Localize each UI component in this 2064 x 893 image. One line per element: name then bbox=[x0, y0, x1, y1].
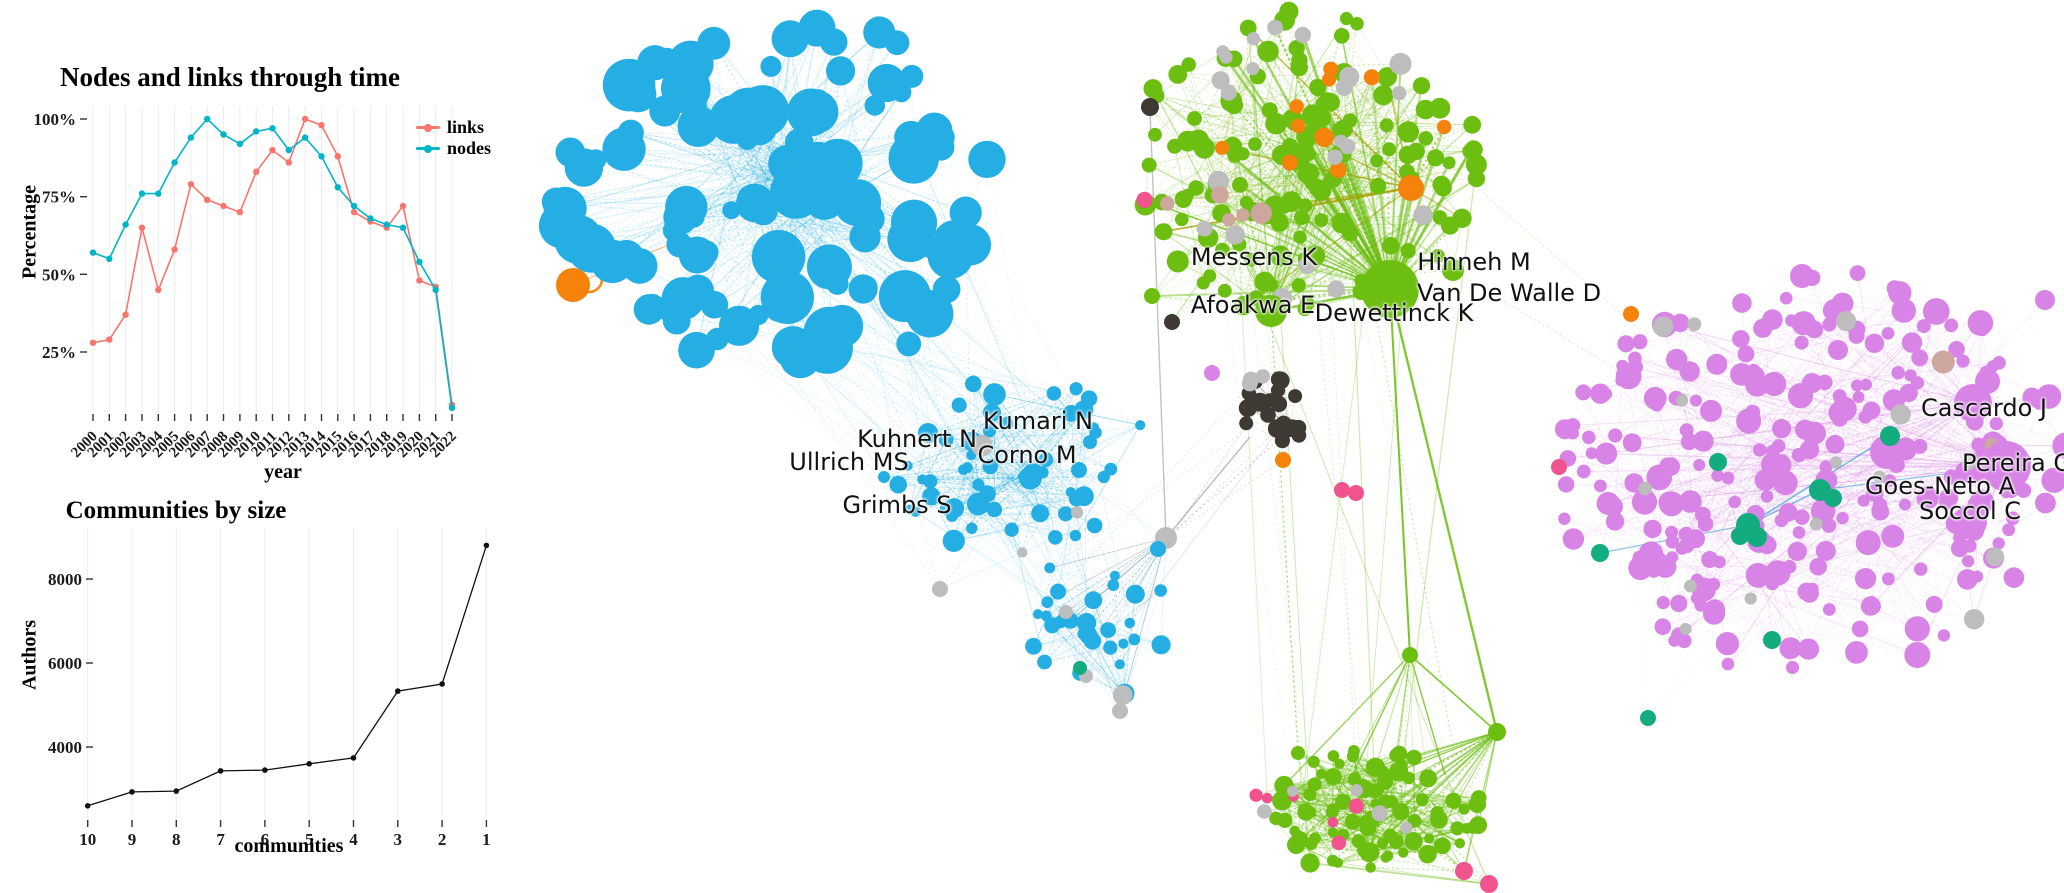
node-kuhnert-n bbox=[918, 423, 938, 443]
svg-text:2: 2 bbox=[438, 830, 447, 849]
svg-text:5: 5 bbox=[305, 830, 314, 849]
svg-text:10: 10 bbox=[79, 830, 96, 849]
cluster-singles bbox=[1204, 365, 1567, 501]
svg-text:4: 4 bbox=[349, 830, 358, 849]
svg-text:4000: 4000 bbox=[48, 738, 82, 757]
svg-text:6000: 6000 bbox=[48, 654, 82, 673]
svg-text:8000: 8000 bbox=[48, 570, 82, 589]
node-pereira-g bbox=[1981, 441, 2031, 491]
cluster-blue-tail-lower bbox=[1025, 527, 1177, 719]
svg-text:75%: 75% bbox=[42, 188, 76, 207]
communities-chart-x-axis-label: communities bbox=[234, 835, 344, 857]
svg-text:7: 7 bbox=[216, 830, 225, 849]
svg-text:6: 6 bbox=[261, 830, 270, 849]
node-dewettinck-k bbox=[1361, 260, 1419, 318]
time-chart-y-axis-label: Percentage bbox=[18, 184, 41, 280]
svg-text:8: 8 bbox=[172, 830, 181, 849]
node-kumari-n bbox=[1083, 435, 1097, 449]
orange-self-loop-node bbox=[556, 268, 590, 302]
nodes-series-swatch bbox=[416, 144, 440, 153]
svg-text:100%: 100% bbox=[34, 110, 77, 129]
cluster-purple-main bbox=[1554, 264, 2064, 726]
communities-chart-title: Communities by size bbox=[65, 497, 287, 524]
bridge-node bbox=[1402, 647, 1418, 663]
time-chart-legend: links nodes bbox=[416, 117, 491, 159]
node-hinneh-m bbox=[1442, 259, 1464, 281]
series-communities bbox=[87, 545, 488, 807]
svg-text:3: 3 bbox=[394, 830, 403, 849]
legend-label-nodes: nodes bbox=[447, 138, 492, 158]
legend-item-links: links bbox=[416, 117, 491, 138]
cluster-blue-main bbox=[538, 9, 1006, 379]
time-chart-x-axis-label: year bbox=[264, 461, 302, 483]
network-nodes bbox=[538, 1, 2064, 893]
time-chart: 2000200120022003200420052006200720082009… bbox=[34, 106, 460, 461]
links-series-dot bbox=[424, 123, 432, 132]
svg-text:25%: 25% bbox=[42, 343, 76, 362]
nodes-series-dot bbox=[424, 144, 432, 153]
legend-label-links: links bbox=[447, 117, 485, 137]
node-corno-m bbox=[1071, 462, 1087, 478]
time-chart-title: Nodes and links through time bbox=[59, 62, 401, 92]
cluster-blue-tail-upper bbox=[878, 375, 1146, 597]
communities-chart-y-axis-label: Authors bbox=[18, 619, 41, 691]
node-cascardo-j bbox=[1954, 384, 1992, 422]
node-soccol-c bbox=[1953, 505, 1987, 539]
legend-item-nodes: nodes bbox=[416, 138, 491, 159]
links-series-swatch bbox=[416, 123, 440, 132]
svg-text:1: 1 bbox=[482, 830, 491, 849]
node-ullrich-ms bbox=[878, 471, 890, 483]
node-grimbs-s bbox=[946, 510, 958, 522]
cluster-green-bottom bbox=[1249, 647, 1506, 893]
cluster-green-main bbox=[1134, 1, 1487, 330]
node-afoakwa-e bbox=[1255, 295, 1287, 327]
bottom-hub-node bbox=[1488, 723, 1506, 741]
communities-chart: 10 9 8 7 6 5 4 3 2 1 4000 6000 8000 bbox=[48, 528, 491, 849]
svg-text:9: 9 bbox=[128, 830, 137, 849]
cluster-dark-cluster bbox=[1238, 369, 1307, 468]
svg-text:50%: 50% bbox=[42, 265, 76, 284]
